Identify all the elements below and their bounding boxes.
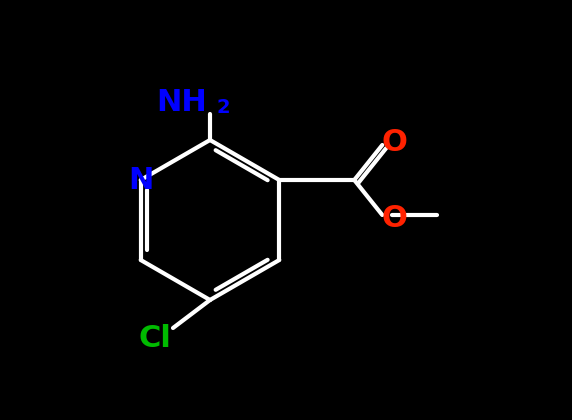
Text: O: O: [382, 128, 407, 157]
Text: N: N: [128, 165, 153, 194]
Text: Cl: Cl: [138, 323, 172, 352]
Text: 2: 2: [216, 97, 230, 116]
Text: O: O: [382, 204, 407, 233]
Text: NH: NH: [156, 87, 207, 116]
